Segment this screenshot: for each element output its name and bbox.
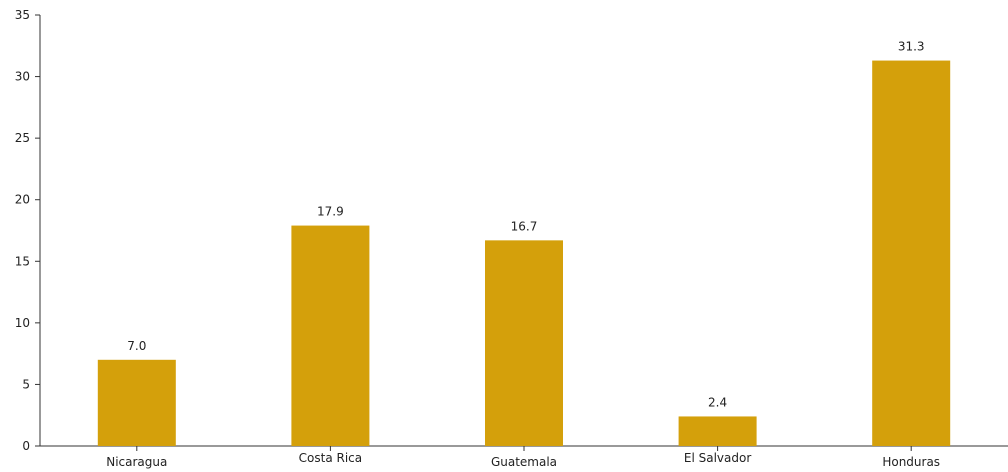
bar	[872, 60, 951, 446]
data-label: 31.3	[898, 40, 925, 54]
x-tick-label: Nicaragua	[106, 455, 167, 469]
y-tick-label: 5	[22, 377, 30, 391]
value-labels: 7.0 17.9 16.7 2.4 31.3	[127, 40, 924, 410]
x-tick-label: Honduras	[882, 455, 940, 469]
x-tick-label: Guatemala	[491, 455, 557, 469]
y-tick-label: 20	[15, 193, 30, 207]
y-tick-label: 15	[15, 254, 30, 268]
x-tick-label: Costa Rica	[299, 451, 362, 465]
y-tick-label: 25	[15, 131, 30, 145]
bar	[485, 240, 563, 446]
data-label: 7.0	[127, 339, 146, 353]
y-tick-label: 0	[22, 439, 30, 453]
y-tick-label: 30	[15, 70, 30, 84]
y-tick-label: 35	[15, 8, 30, 22]
bar	[291, 225, 370, 446]
bars	[97, 60, 951, 446]
data-label: 16.7	[511, 219, 538, 233]
bar	[678, 416, 757, 446]
x-axis: Nicaragua Costa Rica Guatemala El Salvador H…	[40, 445, 1008, 469]
x-tick-label: El Salvador	[684, 451, 751, 465]
data-label: 2.4	[708, 395, 727, 409]
bar	[97, 359, 176, 446]
y-tick-label: 10	[15, 316, 30, 330]
y-axis: 0 5 10 15 20 25 30 35	[15, 8, 41, 453]
data-label: 17.9	[317, 205, 344, 219]
